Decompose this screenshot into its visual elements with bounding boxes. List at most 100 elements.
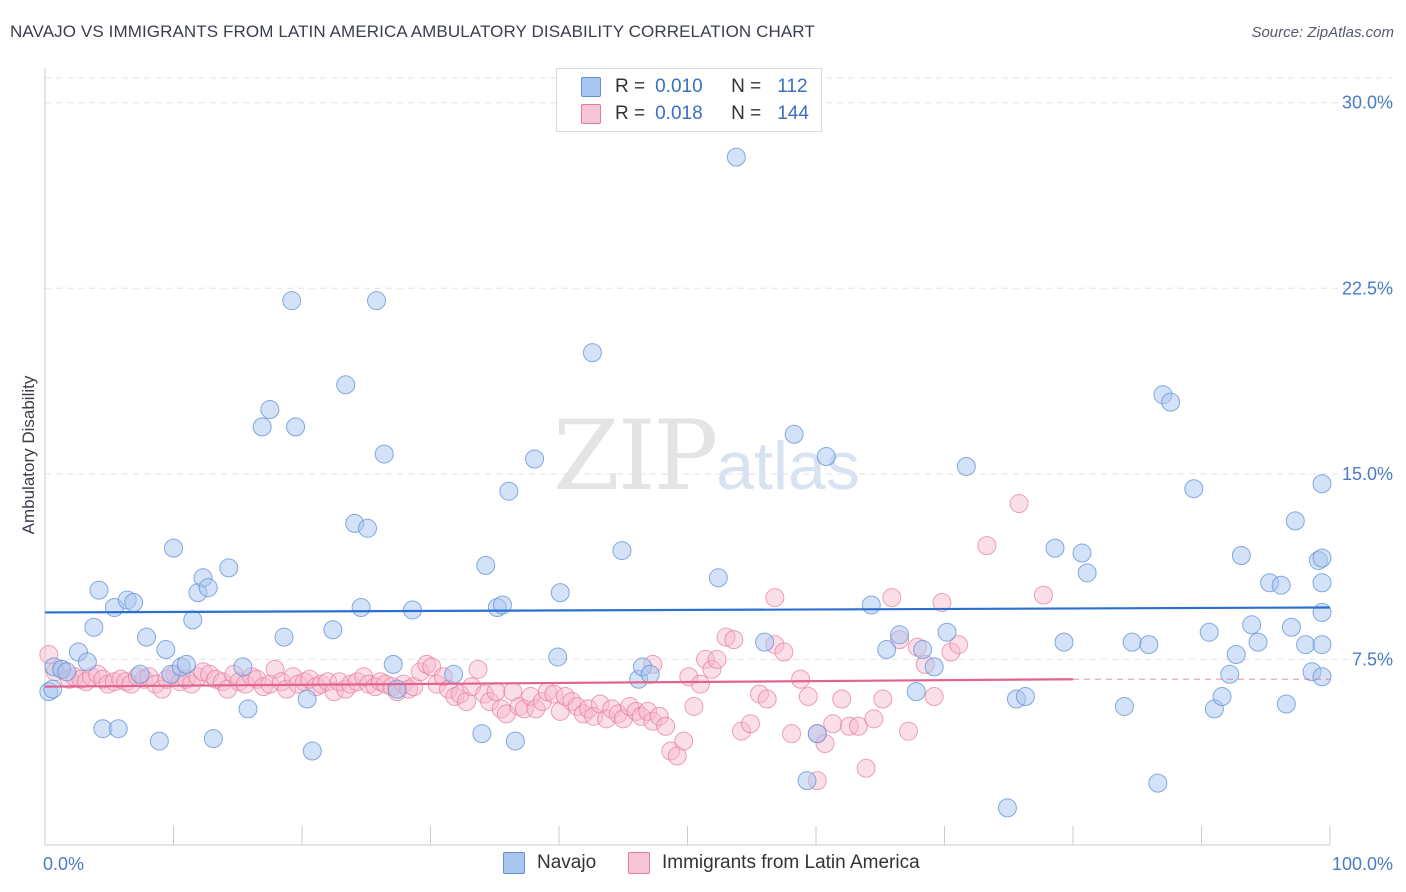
- latin-point: [486, 682, 506, 702]
- navajo-point: [1285, 511, 1305, 531]
- navajo-point: [1161, 392, 1181, 412]
- navajo-point: [525, 449, 545, 469]
- latin-point: [757, 689, 777, 709]
- navajo-point: [89, 580, 109, 600]
- latin-point: [152, 679, 172, 699]
- navajo-swatch: [503, 852, 525, 874]
- navajo-point: [861, 595, 881, 615]
- navajo-point: [784, 424, 804, 444]
- latin-point: [661, 741, 681, 761]
- navajo-point: [1220, 664, 1240, 684]
- latin-point: [882, 588, 902, 608]
- latin-trend-line: [44, 678, 1074, 688]
- navajo-point: [57, 662, 77, 682]
- latin-point: [873, 689, 893, 709]
- navajo-point: [476, 555, 496, 575]
- navajo-point: [550, 583, 570, 603]
- navajo-point: [505, 731, 525, 751]
- navajo-point: [351, 597, 371, 617]
- x-tick-label-min: 0.0%: [43, 854, 84, 874]
- navajo-point: [387, 679, 407, 699]
- navajo-point: [77, 652, 97, 672]
- latin-point: [782, 724, 802, 744]
- latin-point: [417, 654, 437, 674]
- navajo-point: [890, 625, 910, 645]
- chart-title: NAVAJO VS IMMIGRANTS FROM LATIN AMERICA …: [10, 22, 815, 41]
- navajo-point: [302, 741, 322, 761]
- n-value: 112: [777, 76, 808, 97]
- navajo-point: [203, 729, 223, 749]
- latin-point: [656, 716, 676, 736]
- navajo-swatch: [581, 77, 601, 97]
- latin-point: [899, 721, 919, 741]
- navajo-point: [238, 699, 258, 719]
- latin-point: [791, 669, 811, 689]
- correlation-legend: R = 0.010 N = 112 R = 0.018 N = 144: [556, 68, 822, 132]
- latin-point: [702, 659, 722, 679]
- latin-point: [111, 669, 131, 689]
- latin-point: [740, 714, 760, 734]
- latin-point: [716, 627, 736, 647]
- navajo-point: [548, 647, 568, 667]
- navajo-point: [1231, 546, 1251, 566]
- navajo-point: [726, 147, 746, 167]
- navajo-point: [492, 595, 512, 615]
- navajo-point: [282, 291, 302, 311]
- tick-labels: 7.5% 15.0% 22.5% 30.0% 0.0% 100.0%: [43, 93, 1393, 874]
- latin-swatch: [581, 104, 601, 124]
- latin-point: [456, 691, 476, 711]
- y-tick-label: 30.0%: [1342, 93, 1393, 113]
- navajo-point: [1054, 632, 1074, 652]
- latin-point: [265, 659, 285, 679]
- navajo-point: [1139, 635, 1159, 655]
- navajo-point: [274, 627, 294, 647]
- latin-point: [181, 674, 201, 694]
- y-tick-label: 22.5%: [1342, 278, 1393, 298]
- latin-point: [597, 709, 617, 729]
- navajo-point: [252, 417, 272, 437]
- navajo-point: [84, 617, 104, 637]
- navajo-point: [1271, 575, 1291, 595]
- navajo-point: [708, 568, 728, 588]
- navajo-point: [233, 657, 253, 677]
- legend-row-navajo: R = 0.010 N = 112: [581, 75, 808, 99]
- navajo-point: [1312, 474, 1332, 494]
- navajo-point: [286, 417, 306, 437]
- legend-label-navajo: Navajo: [537, 852, 597, 873]
- legend-item-latin: Immigrants from Latin America: [628, 852, 920, 874]
- latin-point: [370, 672, 390, 692]
- y-tick-label: 7.5%: [1352, 649, 1393, 669]
- latin-point: [324, 682, 344, 702]
- navajo-point: [816, 447, 836, 467]
- latin-point: [649, 706, 669, 726]
- navajo-point: [582, 343, 602, 363]
- navajo-point: [383, 654, 403, 674]
- axes: [44, 68, 1331, 846]
- navajo-point: [1077, 563, 1097, 583]
- navajo-point: [367, 291, 387, 311]
- legend-row-latin: R = 0.018 N = 144: [581, 102, 809, 126]
- navajo-point: [1242, 615, 1262, 635]
- latin-point: [146, 674, 166, 694]
- navajo-point: [1199, 622, 1219, 642]
- trend-lines: [44, 606, 1331, 688]
- y-tick-label: 15.0%: [1342, 464, 1393, 484]
- r-label: R =: [615, 76, 646, 97]
- latin-point: [347, 672, 367, 692]
- navajo-point: [1276, 694, 1296, 714]
- latin-point: [856, 758, 876, 778]
- source-credit: Source: ZipAtlas.com: [1251, 24, 1394, 41]
- x-tick-label-max: 100.0%: [1332, 854, 1393, 874]
- latin-point: [468, 659, 488, 679]
- navajo-point: [1281, 617, 1301, 637]
- navajo-point: [358, 518, 378, 538]
- navajo-point: [1312, 548, 1332, 568]
- latin-point: [1033, 585, 1053, 605]
- navajo-point: [472, 724, 492, 744]
- latin-point: [638, 701, 658, 721]
- latin-point: [924, 687, 944, 707]
- navajo-point: [164, 538, 183, 558]
- latin-point: [410, 662, 430, 682]
- latin-point: [247, 669, 267, 689]
